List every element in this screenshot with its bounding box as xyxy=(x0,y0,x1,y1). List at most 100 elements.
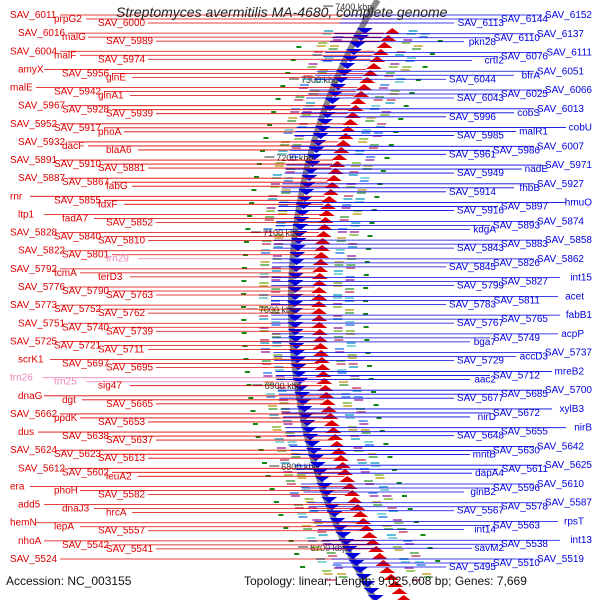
orf-stripe xyxy=(271,279,281,281)
gene-label: SAV_5799 xyxy=(457,281,505,292)
forward-cds-arrow xyxy=(322,413,339,419)
gene-label: era xyxy=(10,481,25,492)
forward-cds-arrow xyxy=(318,210,335,216)
forward-cds-arrow xyxy=(397,595,411,600)
gene-label: SAV_5739 xyxy=(106,326,154,337)
orf-stripe xyxy=(287,120,297,122)
orf-stripe xyxy=(267,405,277,407)
forward-cds-arrow xyxy=(335,140,352,146)
gene-label: SAV_5790 xyxy=(62,286,110,297)
gene-label: hrcA xyxy=(106,508,127,519)
reverse-cds-arrow xyxy=(321,105,338,111)
gene-label: SAV_5752 xyxy=(54,304,102,315)
gene-label: mntB xyxy=(473,449,497,460)
orf-stripe xyxy=(277,387,287,389)
reverse-cds-arrow xyxy=(339,63,356,69)
orf-stripe xyxy=(264,384,274,386)
orf-stripe xyxy=(346,264,356,266)
scale-tick-label: 7300 kbp xyxy=(301,75,338,85)
orf-stripe xyxy=(274,237,284,239)
orf-stripe xyxy=(332,564,342,566)
gene-label: SAV_5956 xyxy=(62,68,110,79)
gene-label: cobU xyxy=(569,123,592,134)
gene-label: SAV_5612 xyxy=(18,463,66,474)
orf-stripe xyxy=(368,456,378,458)
forward-cds-arrow xyxy=(315,231,332,237)
reverse-cds-arrow xyxy=(363,588,380,594)
gene-label: SAV_5952 xyxy=(10,119,58,130)
gc-mark xyxy=(407,508,413,510)
gc-mark xyxy=(242,267,247,269)
orf-stripe xyxy=(392,519,402,521)
orf-stripe xyxy=(275,378,285,380)
orf-stripe xyxy=(339,219,349,221)
gene-label: amyX xyxy=(18,64,44,75)
reverse-cds-arrow xyxy=(324,98,341,104)
gc-mark xyxy=(376,417,382,419)
gene-label: dnaG xyxy=(18,391,43,402)
gene-label: cobS xyxy=(517,108,540,119)
orf-stripe xyxy=(346,345,356,347)
orf-stripe xyxy=(336,363,346,365)
gene-label: SAV_5613 xyxy=(98,453,146,464)
gc-mark xyxy=(380,170,386,172)
gc-mark xyxy=(246,384,252,386)
orf-stripe xyxy=(317,561,327,563)
forward-cds-arrow xyxy=(359,77,376,83)
gene-label: SAV_5510 xyxy=(493,558,541,569)
gene-label: SAV_5610 xyxy=(537,479,585,490)
gene-label: int15 xyxy=(570,273,592,284)
gene-label: SAV_5811 xyxy=(494,295,541,306)
orf-stripe xyxy=(283,423,293,425)
gene-label: dus xyxy=(18,427,34,438)
forward-cds-arrow xyxy=(327,434,344,440)
orf-stripe xyxy=(364,441,374,443)
gene-label: SAV_5524 xyxy=(10,554,58,565)
gene-label: SAV_5567 xyxy=(457,506,505,517)
gc-mark xyxy=(413,521,419,523)
forward-cds-arrow xyxy=(371,553,388,559)
orf-stripe xyxy=(308,63,318,65)
gene-label: SAV_5541 xyxy=(106,544,154,555)
gene-label: bga7 xyxy=(474,337,497,348)
orf-stripe xyxy=(373,504,383,506)
gene-label: SAV_5773 xyxy=(10,300,58,311)
orf-stripe xyxy=(299,84,309,86)
gene-label: SAV_5642 xyxy=(537,441,585,452)
orf-stripe xyxy=(276,225,286,227)
gene-label: SAV_5563 xyxy=(493,520,541,531)
orf-stripe xyxy=(333,306,342,308)
forward-cds-arrow xyxy=(344,490,361,496)
orf-stripe xyxy=(279,459,289,461)
orf-stripe xyxy=(382,495,392,497)
scale-tick-label: 7200 kbp xyxy=(276,153,313,163)
gene-label: glnE xyxy=(106,72,126,83)
orf-stripe xyxy=(411,555,421,557)
gene-label: SAV_5653 xyxy=(98,417,146,428)
gene-label: SAV_5749 xyxy=(493,333,541,344)
reverse-cds-arrow xyxy=(287,315,304,321)
scale-tick-label: 7000 kbp xyxy=(259,305,296,315)
gene-label: SAV_5867 xyxy=(62,177,110,188)
orf-stripe xyxy=(358,420,368,422)
orf-stripe xyxy=(403,540,413,542)
orf-stripe xyxy=(305,501,315,503)
orf-stripe xyxy=(398,531,408,533)
forward-cds-arrow xyxy=(312,336,329,342)
gene-label: SAV_5927 xyxy=(537,179,585,190)
orf-stripe xyxy=(371,465,381,467)
gene-label: SAV_6007 xyxy=(537,141,585,152)
orf-stripe xyxy=(278,150,288,152)
gc-mark xyxy=(369,222,375,224)
orf-stripe xyxy=(404,567,414,569)
reverse-cds-arrow xyxy=(293,385,309,391)
gc-mark xyxy=(269,488,275,490)
orf-stripe xyxy=(334,264,344,266)
gene-label: phoH xyxy=(54,485,78,496)
orf-stripe xyxy=(319,69,328,71)
gene-label: bfrA xyxy=(522,70,541,81)
orf-stripe xyxy=(333,297,342,299)
orf-stripe xyxy=(277,153,287,155)
forward-cds-arrow xyxy=(316,378,333,384)
reverse-cds-arrow xyxy=(367,595,384,600)
